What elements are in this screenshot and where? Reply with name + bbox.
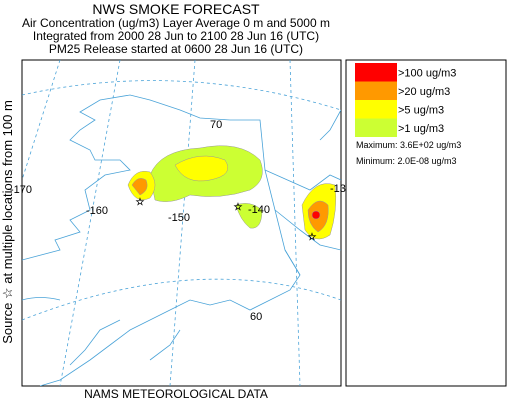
- subtitle: Air Concentration (ug/m3) Layer Average …: [22, 16, 330, 30]
- title: NWS SMOKE FORECAST: [92, 1, 260, 17]
- legend: >100 ug/m3 >20 ug/m3 >5 ug/m3 >1 ug/m3 Maxi…: [345, 59, 507, 387]
- source-marker: ☆: [308, 232, 317, 243]
- maximum: Maximum: 3.6E+02 ug/m3: [356, 140, 461, 150]
- legend-label: >20 ug/m3: [398, 86, 450, 98]
- grid-label: 70: [210, 119, 222, 131]
- smoke-plume: [127, 145, 337, 240]
- legend-swatch: [355, 81, 397, 100]
- legend-swatch: [355, 100, 397, 119]
- minimum: Minimum: 2.0E-08 ug/m3: [356, 156, 457, 166]
- map: ☆ ☆ ☆ 70 -170 -160 -150 -140 -130 60: [10, 59, 352, 387]
- footer: NAMS METEOROLOGICAL DATA: [84, 387, 268, 401]
- grid-label: 60: [250, 311, 262, 323]
- grid-label: -160: [86, 205, 108, 217]
- subtitle: PM25 Release started at 0600 28 Jun 16 (…: [49, 42, 303, 56]
- legend-label: >1 ug/m3: [398, 123, 444, 135]
- side-label: Source ☆ at multiple locations from 100 …: [0, 100, 15, 344]
- legend-swatch: [355, 63, 397, 82]
- grid-label: -150: [168, 212, 190, 224]
- source-marker: ☆: [234, 202, 243, 213]
- legend-label: >5 ug/m3: [398, 104, 444, 116]
- legend-label: >100 ug/m3: [398, 67, 456, 79]
- subtitle: Integrated from 2000 28 Jun to 2100 28 J…: [33, 29, 319, 43]
- source-marker: ☆: [136, 197, 145, 208]
- grid-label: -170: [10, 184, 32, 196]
- legend-swatch: [355, 118, 397, 137]
- grid-label: -140: [248, 204, 270, 216]
